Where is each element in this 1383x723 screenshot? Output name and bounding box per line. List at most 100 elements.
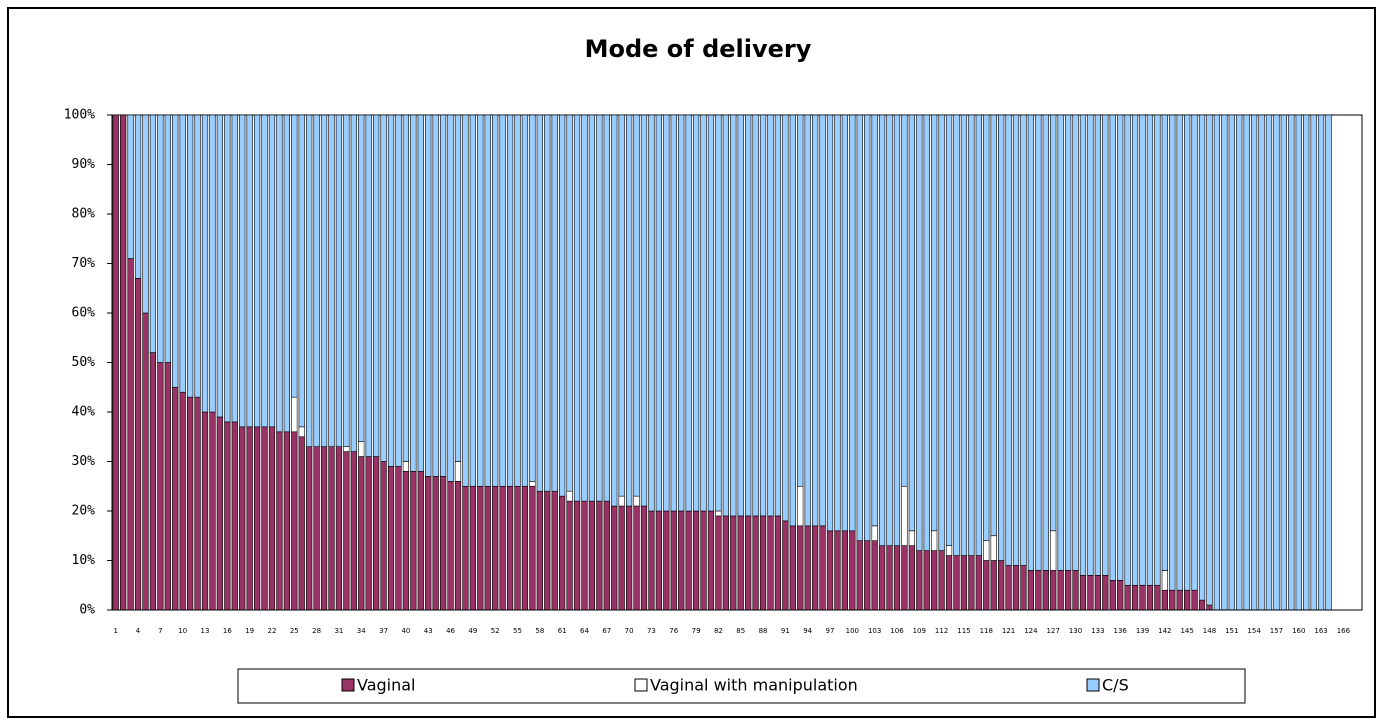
bar-segment <box>1243 114 1250 611</box>
bar-segment <box>588 114 596 502</box>
bar-segment <box>157 114 164 363</box>
x-tick-label: 154 <box>1247 627 1261 635</box>
bar-segment <box>1094 114 1101 576</box>
bar-segment <box>492 114 499 487</box>
x-tick-label: 160 <box>1292 627 1305 635</box>
bar-segment <box>968 114 975 556</box>
bar-segment <box>157 362 164 611</box>
bar-segment <box>469 114 476 487</box>
bar-segment <box>804 525 811 611</box>
bar-segment <box>1176 114 1183 591</box>
bar-segment <box>715 515 722 611</box>
x-tick-label: 148 <box>1203 627 1216 635</box>
bar-segment <box>752 515 759 611</box>
bar-segment <box>596 114 603 502</box>
bar-segment <box>1109 579 1116 611</box>
bar-segment <box>1154 114 1161 586</box>
bar-segment <box>1295 114 1302 611</box>
bar-segment <box>767 515 774 611</box>
bar-segment <box>849 114 856 532</box>
bar-segment <box>901 114 908 487</box>
bar-segment <box>1064 570 1072 611</box>
bar-segment <box>1265 114 1273 611</box>
bar-segment <box>1072 114 1079 571</box>
x-tick-label: 37 <box>379 627 388 635</box>
bar-segment <box>789 525 796 611</box>
y-tick-label: 90% <box>72 157 96 172</box>
bar-segment <box>559 495 566 611</box>
x-tick-label: 67 <box>602 627 611 635</box>
bar-segment <box>1213 114 1221 611</box>
bar-segment <box>402 461 410 472</box>
bar-segment <box>819 114 826 527</box>
bar-segment <box>201 411 209 611</box>
x-tick-label: 91 <box>781 627 790 635</box>
x-tick-label: 61 <box>558 627 567 635</box>
bar-segment <box>1117 114 1124 581</box>
bar-segment <box>990 560 997 611</box>
x-tick-label: 145 <box>1180 627 1193 635</box>
bar-segment <box>983 114 990 542</box>
bar-segment <box>797 485 804 527</box>
y-tick-label: 60% <box>72 306 96 321</box>
bar-segment <box>722 114 729 517</box>
bar-segment <box>283 114 290 433</box>
bar-segment <box>320 446 328 611</box>
bar-segment <box>320 114 328 447</box>
bar-segment <box>804 114 811 527</box>
bar-segment <box>454 480 462 611</box>
bar-segment <box>246 426 253 611</box>
bar-segment <box>1258 114 1265 611</box>
bar-segment <box>886 114 893 546</box>
bar-segment <box>931 530 938 551</box>
bar-segment <box>358 441 365 457</box>
bar-segment <box>261 114 268 428</box>
bar-segment <box>864 114 871 542</box>
bar-segment <box>1102 114 1109 576</box>
bar-segment <box>707 114 715 512</box>
bar-segment <box>439 114 447 477</box>
bar-segment <box>417 114 424 472</box>
bar-segment <box>544 490 551 611</box>
x-tick-label: 88 <box>759 627 768 635</box>
bar-segment <box>1064 114 1072 571</box>
bar-segment <box>350 114 357 452</box>
chart-title: Mode of delivery <box>585 35 812 63</box>
bar-segment <box>1310 114 1317 611</box>
bar-segment <box>945 545 953 556</box>
bar-segment <box>1050 114 1057 532</box>
bar-segment <box>797 114 804 487</box>
x-tick-label: 151 <box>1225 627 1238 635</box>
x-tick-label: 118 <box>980 627 993 635</box>
bar-segment <box>938 550 945 611</box>
bar-segment <box>998 560 1005 611</box>
bar-segment <box>224 421 231 611</box>
bar-segment <box>1176 589 1183 611</box>
bar-segment <box>358 114 365 443</box>
bar-segment <box>618 114 625 497</box>
bar-segment <box>960 555 968 611</box>
x-tick-label: 7 <box>158 627 162 635</box>
bar-segment <box>149 114 157 353</box>
bar-segment <box>871 525 878 541</box>
x-tick-label: 157 <box>1270 627 1283 635</box>
bar-segment <box>454 461 462 482</box>
bar-segment <box>1131 584 1139 611</box>
bar-segment <box>462 114 469 487</box>
x-tick-label: 55 <box>513 627 522 635</box>
bar-segment <box>306 446 313 611</box>
bar-segment <box>120 114 127 611</box>
x-tick-label: 100 <box>846 627 859 635</box>
legend-label: Vaginal with manipulation <box>650 676 858 695</box>
bar-segment <box>216 416 224 611</box>
bar-segment <box>506 114 514 487</box>
bar-segment <box>1109 114 1116 581</box>
bar-segment <box>707 510 715 611</box>
legend-label: C/S <box>1102 676 1129 695</box>
bar-segment <box>603 500 610 611</box>
bar-segment <box>670 510 677 611</box>
bar-segment <box>1057 570 1064 611</box>
bar-segment <box>685 510 692 611</box>
bar-segment <box>1050 570 1057 611</box>
bar-segment <box>194 396 201 611</box>
